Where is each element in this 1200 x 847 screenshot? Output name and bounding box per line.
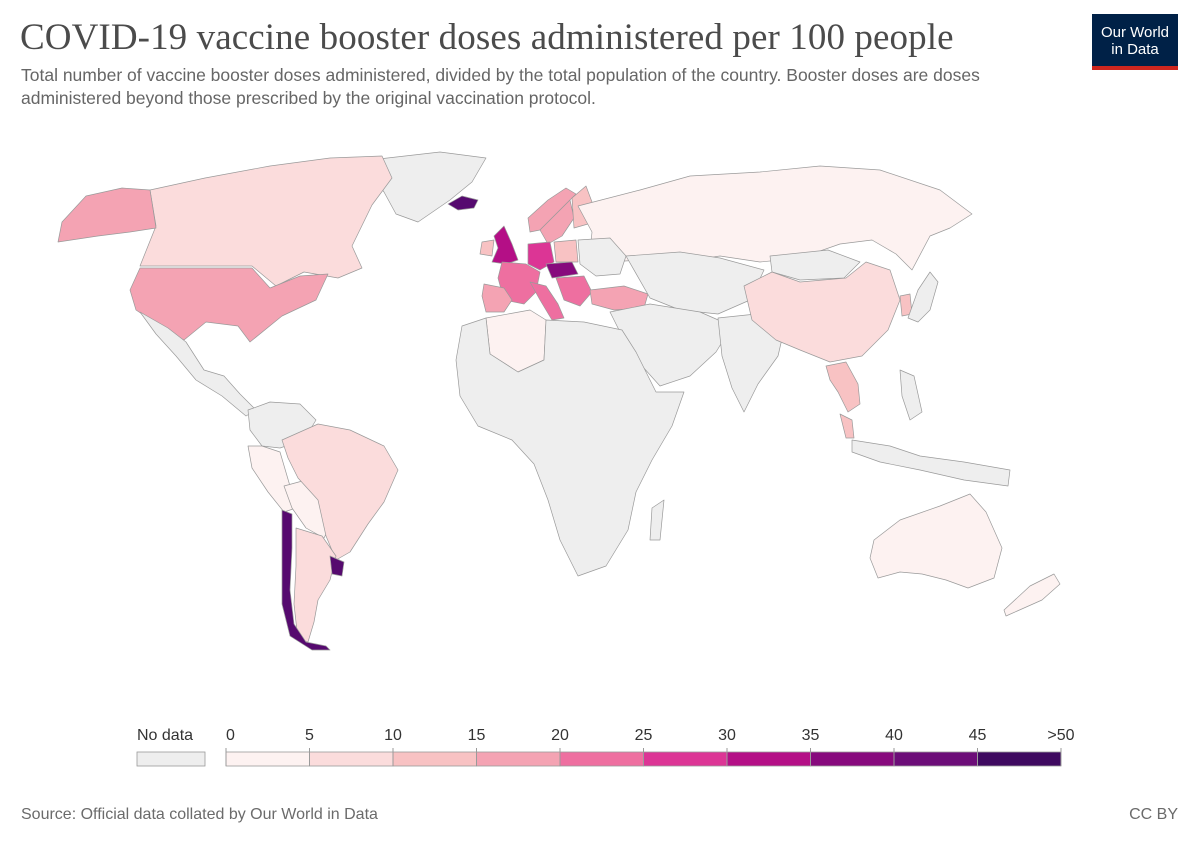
legend-tick-label: 35 bbox=[801, 727, 820, 744]
chart-title: COVID-19 vaccine booster doses administe… bbox=[20, 17, 954, 58]
region-philippines[interactable] bbox=[899, 369, 923, 421]
region-ireland[interactable] bbox=[479, 239, 495, 257]
chart-subtitle: Total number of vaccine booster doses ad… bbox=[21, 65, 980, 108]
region-balkans[interactable] bbox=[555, 275, 593, 307]
region-mongolia[interactable] bbox=[769, 249, 861, 281]
region-united-kingdom[interactable] bbox=[491, 225, 519, 265]
legend-tick-label: 15 bbox=[467, 727, 486, 744]
region-alaska[interactable] bbox=[57, 187, 157, 243]
legend-swatch[interactable] bbox=[643, 751, 728, 767]
legend-end-label: >50 bbox=[1047, 727, 1075, 744]
legend-tick-label: 25 bbox=[634, 727, 653, 744]
region-poland[interactable] bbox=[553, 239, 579, 263]
region-hungary-and-austria[interactable] bbox=[545, 261, 579, 279]
legend-swatch[interactable] bbox=[559, 751, 644, 767]
legend-tick-label: 10 bbox=[384, 727, 402, 744]
legend-tick-label: 40 bbox=[885, 727, 903, 744]
region-spain-and-portugal[interactable] bbox=[481, 283, 513, 313]
region-france[interactable] bbox=[497, 261, 541, 305]
legend-tick-label: 5 bbox=[305, 727, 314, 744]
region-greenland[interactable] bbox=[369, 151, 487, 223]
legend-swatch[interactable] bbox=[977, 751, 1062, 767]
legend-swatch[interactable] bbox=[392, 751, 477, 767]
legend-swatch[interactable] bbox=[726, 751, 811, 767]
region-argentina[interactable] bbox=[293, 527, 337, 643]
region-canada[interactable] bbox=[139, 155, 393, 287]
region-russia[interactable] bbox=[577, 165, 973, 271]
license-note[interactable]: CC BY bbox=[1129, 806, 1178, 823]
region-italy[interactable] bbox=[529, 281, 565, 321]
region-brazil[interactable] bbox=[281, 423, 399, 561]
legend-tick-label: 30 bbox=[718, 727, 736, 744]
region-australia[interactable] bbox=[869, 493, 1003, 589]
legend-no-data-label: No data bbox=[137, 727, 194, 744]
region-malaysia[interactable] bbox=[839, 413, 855, 439]
legend-swatch[interactable] bbox=[309, 751, 394, 767]
region-africa[interactable] bbox=[455, 317, 685, 577]
region-thailand-and-cambodia[interactable] bbox=[825, 361, 861, 413]
legend-swatch[interactable] bbox=[476, 751, 561, 767]
source-note: Source: Official data collated by Our Wo… bbox=[21, 806, 378, 823]
region-indonesia[interactable] bbox=[851, 439, 1011, 487]
legend-tick-label: 20 bbox=[551, 727, 569, 744]
owid-logo[interactable]: Our World in Data bbox=[1092, 14, 1178, 70]
region-chile[interactable] bbox=[281, 509, 331, 651]
legend-tick-label: 45 bbox=[968, 727, 987, 744]
legend-swatch[interactable] bbox=[225, 751, 310, 767]
logo-line-2: in Data bbox=[1111, 41, 1159, 58]
region-japan[interactable] bbox=[907, 271, 939, 323]
region-iceland[interactable] bbox=[447, 195, 479, 211]
region-ukraine-and-belarus[interactable] bbox=[577, 237, 627, 277]
legend-swatch[interactable] bbox=[810, 751, 895, 767]
logo-line-1: Our World bbox=[1100, 24, 1170, 41]
region-uruguay[interactable] bbox=[329, 555, 345, 577]
region-new-zealand[interactable] bbox=[1003, 573, 1061, 617]
legend-no-data-swatch[interactable] bbox=[136, 751, 206, 767]
legend-swatch[interactable] bbox=[893, 751, 978, 767]
legend-tick-label: 0 bbox=[226, 727, 235, 744]
region-china[interactable] bbox=[743, 261, 901, 363]
region-madagascar[interactable] bbox=[649, 499, 665, 541]
